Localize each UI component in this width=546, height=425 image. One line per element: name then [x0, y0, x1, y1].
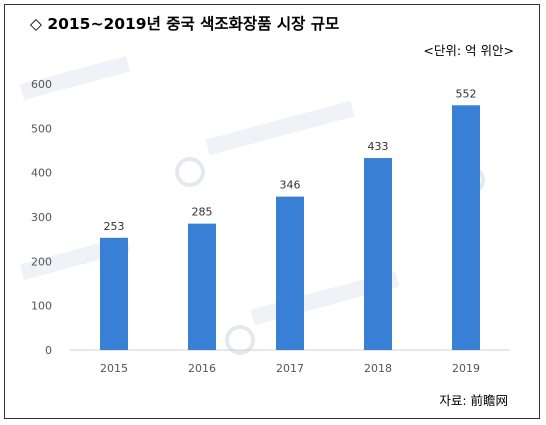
x-tick-label-2016: 2016	[188, 362, 216, 375]
bar-2017	[276, 196, 304, 350]
x-tick-label-2019: 2019	[452, 362, 480, 375]
data-label-2016: 285	[192, 206, 213, 219]
bars	[100, 105, 480, 350]
data-label-2015: 253	[104, 220, 125, 233]
y-axis: 0 100 200 300 400 500 600	[31, 78, 52, 357]
chart-title: ◇ 2015~2019년 중국 색조화장품 시장 규모	[30, 15, 340, 33]
y-tick-label-300: 300	[31, 211, 52, 224]
y-tick-label-600: 600	[31, 78, 52, 91]
data-label-2017: 346	[280, 179, 301, 192]
x-tick-label-2015: 2015	[100, 362, 128, 375]
x-tick-label-2017: 2017	[276, 362, 304, 375]
unit-note: <단위: 억 위안>	[423, 43, 514, 58]
data-label-2019: 552	[456, 87, 477, 100]
x-axis: 2015 2016 2017 2018 2019	[100, 362, 480, 375]
source-note: 자료: 前瞻网	[439, 393, 508, 408]
x-tick-label-2018: 2018	[364, 362, 392, 375]
y-tick-label-100: 100	[31, 300, 52, 313]
bar-2015	[100, 237, 128, 350]
data-labels: 253 285 346 433 552	[104, 87, 477, 233]
y-tick-label-400: 400	[31, 167, 52, 180]
y-tick-label-0: 0	[45, 344, 52, 357]
bar-2016	[188, 223, 216, 350]
y-tick-label-200: 200	[31, 255, 52, 268]
bar-2019	[452, 105, 480, 350]
bar-2018	[364, 158, 392, 350]
watermark-logo	[19, 56, 485, 355]
data-label-2018: 433	[368, 140, 389, 153]
y-tick-label-500: 500	[31, 122, 52, 135]
